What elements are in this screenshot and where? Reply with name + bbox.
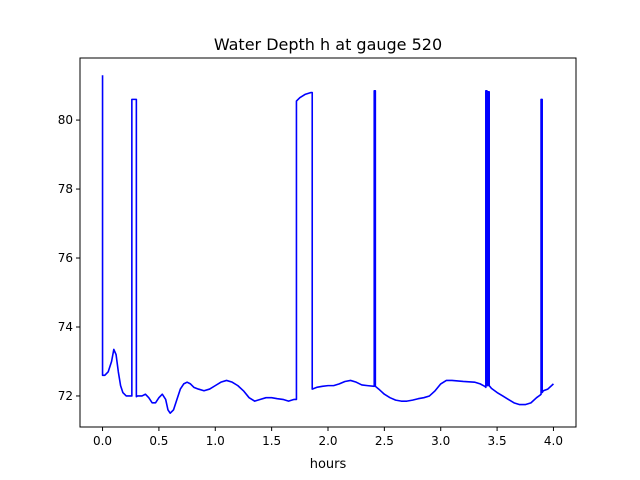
y-tick-label: 72 <box>58 389 73 403</box>
x-tick-label: 0.5 <box>149 434 168 448</box>
x-tick-label: 3.0 <box>431 434 450 448</box>
x-tick-label: 1.5 <box>262 434 281 448</box>
y-tick-label: 74 <box>58 320 73 334</box>
x-tick-label: 2.5 <box>375 434 394 448</box>
chart-title: Water Depth h at gauge 520 <box>214 35 442 54</box>
y-tick-label: 78 <box>58 182 73 196</box>
x-tick-label: 2.0 <box>318 434 337 448</box>
series-line-0 <box>101 75 554 415</box>
x-tick-label: 1.0 <box>206 434 225 448</box>
x-axis: 0.0 0.5 1.0 1.5 2.0 2.5 3.0 3.5 4.0 <box>93 427 563 448</box>
x-tick-label: 0.0 <box>93 434 112 448</box>
x-axis-label: hours <box>310 457 347 472</box>
y-axis: 72 74 76 78 80 <box>58 113 80 403</box>
x-tick-label: 3.5 <box>488 434 507 448</box>
y-tick-label: 80 <box>58 113 73 127</box>
series-layer <box>101 75 554 415</box>
x-tick-label: 4.0 <box>544 434 563 448</box>
y-tick-label: 76 <box>58 251 73 265</box>
